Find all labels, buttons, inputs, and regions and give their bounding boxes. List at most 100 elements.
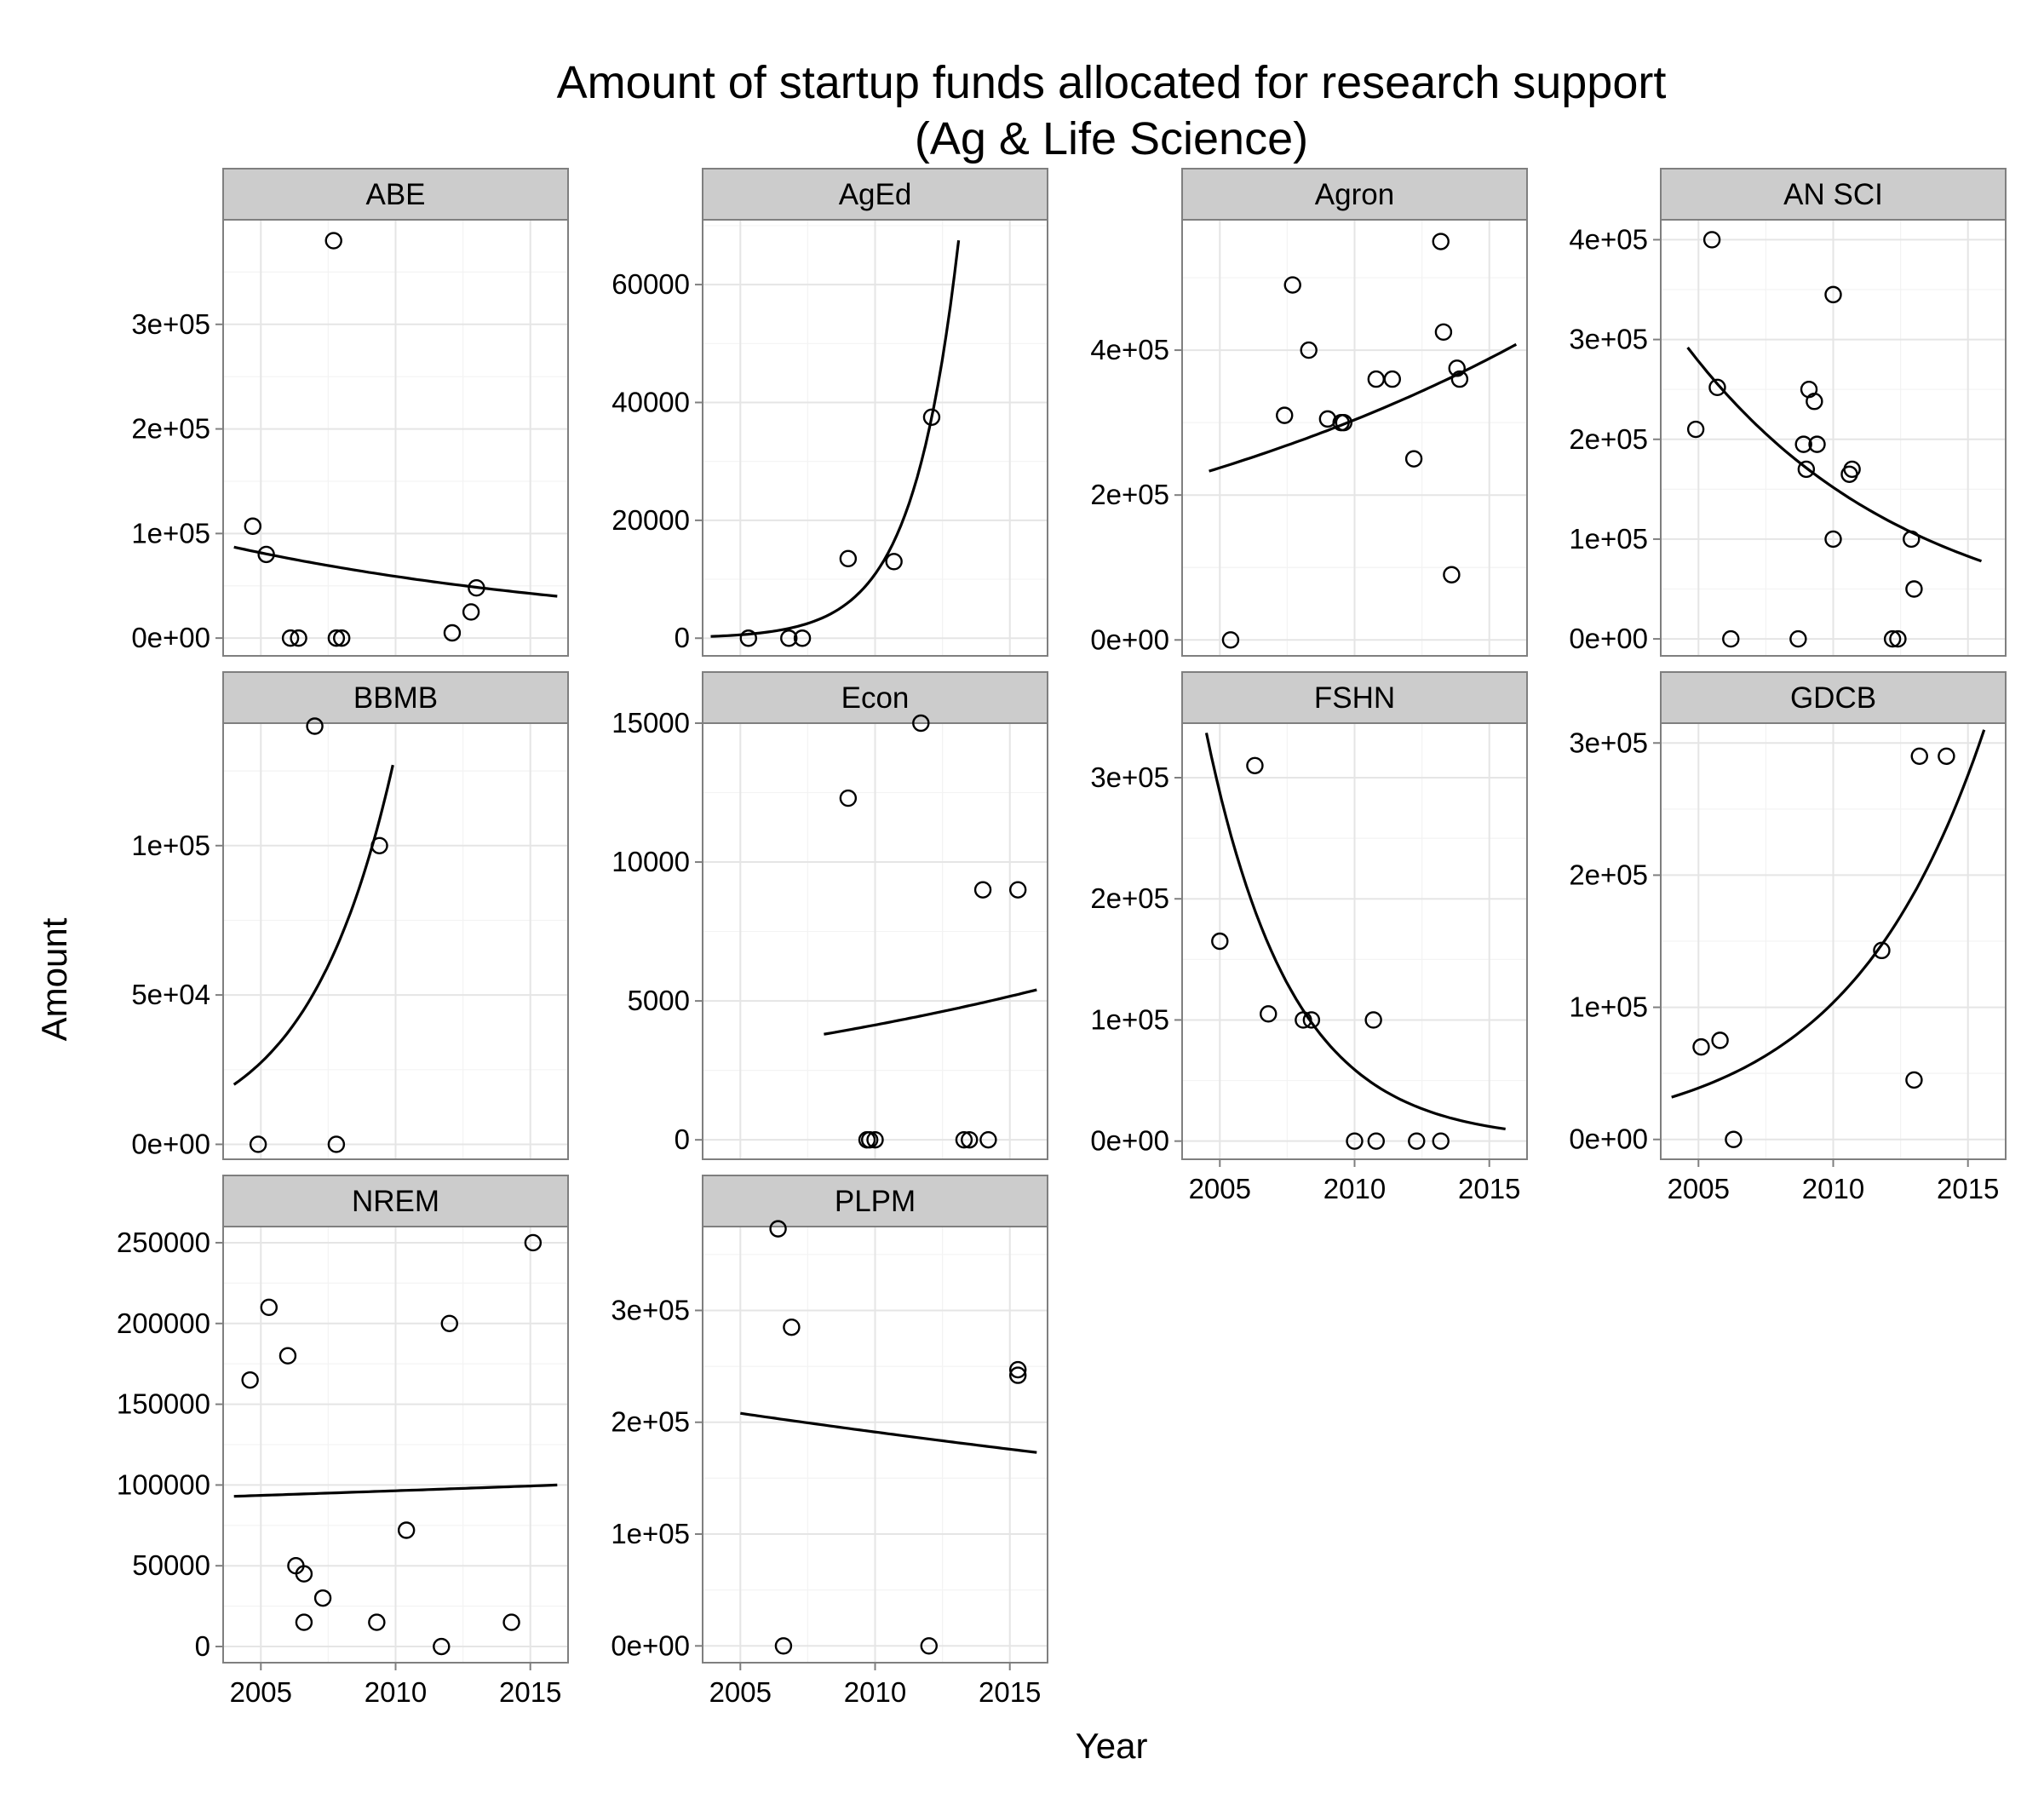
data-point [973,881,992,899]
panel-nrem: NREM 0 50000 100000 150000 200000 250000 2005 20… [117,1175,569,1708]
data-point [295,1613,313,1631]
y-tick-label: 1e+05 [1569,991,1648,1023]
y-tick-label: 15000 [611,707,690,738]
data-point [922,408,941,426]
data-point [783,1318,801,1336]
panel-border [222,219,569,657]
data-point [1260,1005,1278,1023]
data-point [313,1589,332,1607]
data-point [1335,413,1353,432]
data-point [468,578,485,597]
data-point [839,789,858,807]
data-point [839,549,858,568]
data-point [1211,932,1229,951]
y-tick-label: 0e+00 [1569,1123,1648,1155]
y-tick-label: 150000 [117,1388,210,1420]
y-tick-label: 2e+05 [1569,423,1648,455]
data-point [1702,231,1721,249]
strip-label: Econ [841,681,910,715]
y-tick-label: 4e+05 [1569,223,1648,255]
y-tick-label: 3e+05 [1569,324,1648,355]
trend-line [710,240,961,638]
y-tick-label: 60000 [611,268,690,300]
data-point [249,1135,267,1153]
data-point [1221,631,1240,649]
data-point [1008,1366,1027,1384]
strip-label: FSHN [1314,681,1395,715]
data-point [1711,1032,1729,1049]
data-point [1432,233,1450,250]
data-point [278,1347,297,1365]
data-point [1824,285,1842,304]
y-tick-label: 1e+05 [1090,1003,1169,1035]
y-tick-label: 50000 [132,1549,210,1581]
x-tick-label: 2010 [365,1676,427,1708]
y-tick-label: 2e+05 [1090,479,1169,510]
data-point [739,629,757,647]
y-tick-label: 0e+00 [1090,1125,1169,1157]
data-point [1364,1011,1382,1029]
data-point [1794,435,1812,453]
y-tick-label: 1e+05 [131,517,210,549]
data-point [1450,370,1469,388]
data-point [1824,530,1842,549]
panel-abe: ABE 0e+00 1e+05 2e+05 3e+05 [131,168,569,657]
data-point [866,1130,884,1149]
data-point [524,1233,543,1252]
y-tick-label: 0e+00 [131,1128,210,1159]
trend-line [1686,347,1983,563]
data-point [324,232,342,250]
strip-label: PLPM [835,1185,916,1218]
data-point [1367,1132,1386,1150]
data-point [327,1135,346,1153]
data-point [1404,450,1423,468]
data-point [327,629,346,647]
trend-line [740,1411,1037,1454]
data-point [290,629,307,647]
y-tick-label: 0 [675,622,690,653]
data-point [860,1130,879,1149]
panel-gdcb: GDCB 0e+00 1e+05 2e+05 3e+05 2005 2010 2015 [1569,671,2007,1204]
data-point [433,1637,451,1656]
y-tick-label: 3e+05 [611,1294,690,1325]
data-point [1295,1011,1312,1029]
data-point [780,629,798,647]
data-point [793,629,812,647]
data-point [1808,435,1826,453]
y-tick-label: 1e+05 [1569,523,1648,555]
data-point [1889,629,1907,648]
y-tick-label: 100000 [117,1468,210,1500]
strip-aged [702,168,1048,221]
y-tick-label: 5000 [628,985,690,1016]
data-point [397,1521,416,1539]
data-point [1873,941,1891,960]
x-tick-label: 2005 [1189,1173,1251,1204]
data-point [1432,1132,1450,1150]
data-point [1692,1037,1710,1056]
strip-label: NREM [352,1185,439,1218]
y-tick-label: 2e+05 [1569,859,1648,890]
y-tick-label: 0e+00 [131,622,210,653]
y-tick-label: 10000 [611,846,690,877]
strip-label: Agron [1315,178,1394,211]
data-point [961,1130,979,1149]
data-point [241,1371,259,1389]
data-point [1246,756,1264,774]
chart-subtitle: (Ag & Life Science) [915,113,1308,164]
strip-fshn [1181,671,1528,724]
panel-border [702,219,1048,657]
x-tick-label: 2005 [709,1676,772,1708]
panel-bbmb: BBMB 0e+00 5e+04 1e+05 [131,671,569,1160]
x-tick-label: 2015 [1937,1173,1999,1204]
y-tick-label: 3e+05 [131,308,210,340]
x-tick-label: 2015 [1458,1173,1520,1204]
y-tick-label: 0e+00 [1090,624,1169,655]
strip-gdcb [1660,671,2007,724]
panel-border [702,722,1048,1160]
data-point [1283,276,1301,294]
y-tick-label: 2e+05 [611,1406,690,1438]
trend-line [824,988,1037,1036]
trend-line [233,545,558,598]
